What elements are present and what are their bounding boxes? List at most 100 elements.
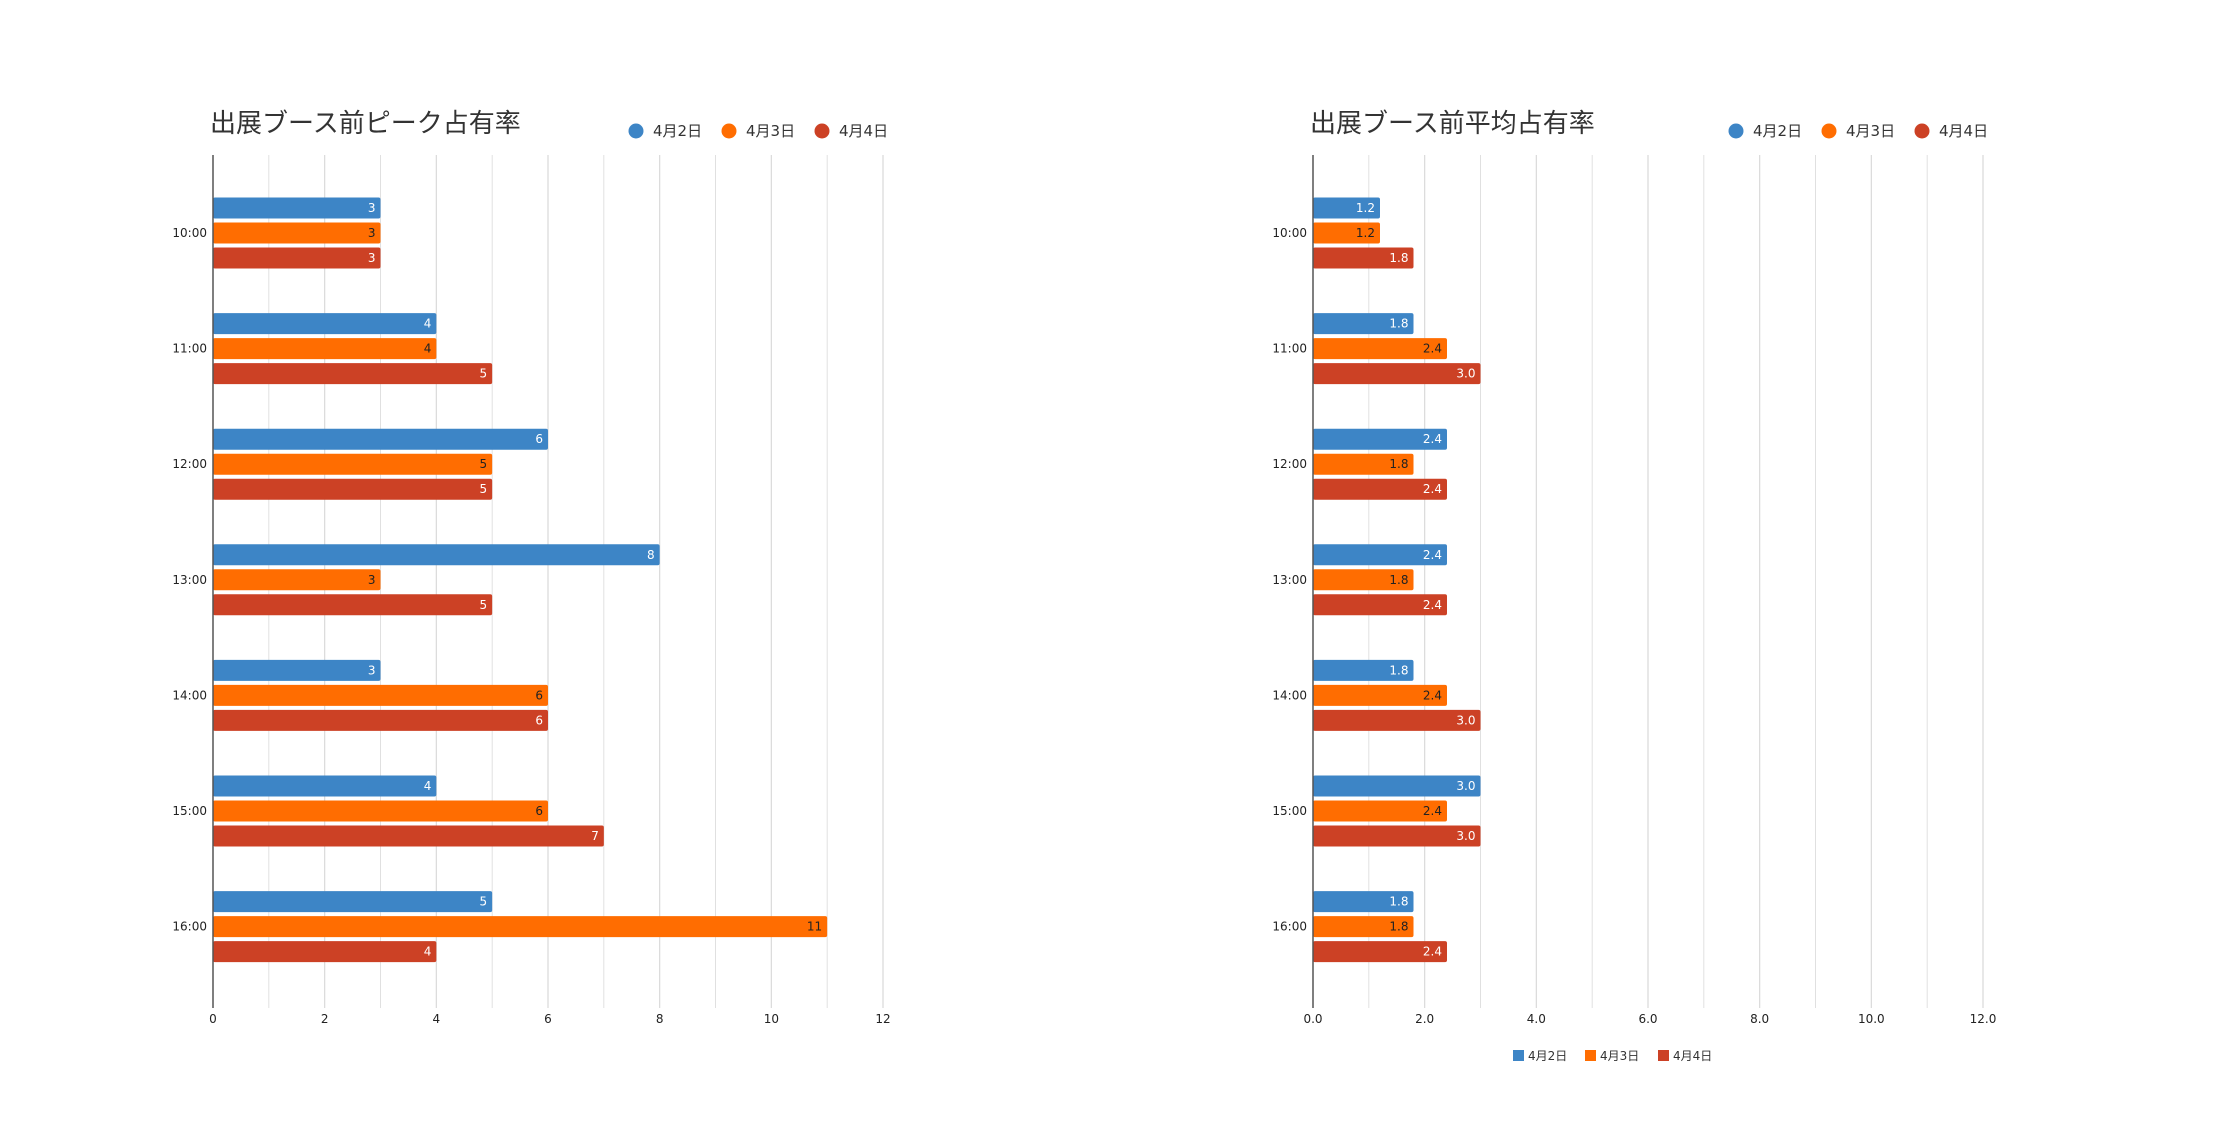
avg-category-label: 10:00 <box>1272 226 1307 240</box>
peak-data-label: 7 <box>591 829 599 843</box>
peak-x-tick-label: 10 <box>764 1012 779 1026</box>
peak-category-label: 16:00 <box>172 920 207 934</box>
avg-bars <box>1313 197 1481 963</box>
avg-bar <box>1313 825 1481 847</box>
peak-data-label: 4 <box>424 317 432 331</box>
peak-occupancy-chart: 出展ブース前ピーク占有率 4月2日 4月3日 4月4日 3 3 3 4 4 5 6 5 5 8 3 5 3 6 6 4… <box>0 0 1100 1143</box>
avg-bottom-legend-label: 4月4日 <box>1673 1049 1712 1063</box>
avg-data-label: 1.8 <box>1389 920 1408 934</box>
avg-x-tick-label: 6.0 <box>1638 1012 1657 1026</box>
avg-bar <box>1313 775 1481 797</box>
peak-legend-marker <box>628 123 644 139</box>
peak-data-labels: 3 3 3 4 4 5 6 5 5 8 3 5 3 6 6 4 6 7 5 11 4 <box>368 201 822 959</box>
peak-category-label: 12:00 <box>172 457 207 471</box>
avg-bottom-legend-label: 4月3日 <box>1600 1049 1639 1063</box>
peak-bar <box>213 453 493 475</box>
avg-legend-label: 4月2日 <box>1753 122 1802 140</box>
peak-occupancy-chart-svg: 出展ブース前ピーク占有率 4月2日 4月3日 4月4日 3 3 3 4 4 5 6 5 5 8 3 5 3 6 6 4… <box>172 109 890 1026</box>
avg-x-tick-label: 8.0 <box>1750 1012 1769 1026</box>
avg-data-label: 2.4 <box>1423 598 1442 612</box>
peak-bar <box>213 594 493 616</box>
peak-data-label: 4 <box>424 945 432 959</box>
avg-data-label: 1.8 <box>1389 317 1408 331</box>
peak-bar <box>213 941 437 963</box>
peak-category-label: 11:00 <box>172 342 207 356</box>
peak-bar <box>213 313 437 335</box>
peak-data-label: 3 <box>368 251 376 265</box>
avg-legend: 4月2日 4月3日 4月4日 <box>1728 122 1988 140</box>
avg-legend-marker <box>1821 123 1837 139</box>
avg-legend-marker <box>1728 123 1744 139</box>
avg-bar <box>1313 453 1414 475</box>
avg-bar <box>1313 594 1447 616</box>
avg-x-tick-label: 2.0 <box>1415 1012 1434 1026</box>
avg-category-label: 14:00 <box>1272 688 1307 702</box>
avg-bottom-legend: 4月2日 4月3日 4月4日 <box>1513 1049 1712 1063</box>
avg-data-label: 1.8 <box>1389 573 1408 587</box>
peak-data-label: 8 <box>647 548 655 562</box>
avg-chart-title: 出展ブース前平均占有率 <box>1310 109 1595 139</box>
peak-data-label: 3 <box>368 201 376 215</box>
peak-legend-label: 4月3日 <box>746 122 795 140</box>
peak-legend-label: 4月2日 <box>653 122 702 140</box>
avg-data-label: 3.0 <box>1456 829 1475 843</box>
avg-data-label: 2.4 <box>1423 688 1442 702</box>
avg-data-label: 1.2 <box>1356 226 1375 240</box>
avg-bar <box>1313 659 1414 681</box>
avg-bar <box>1313 222 1380 244</box>
peak-bar <box>213 800 548 822</box>
avg-category-label: 16:00 <box>1272 920 1307 934</box>
avg-data-label: 1.8 <box>1389 457 1408 471</box>
avg-bar <box>1313 363 1481 385</box>
peak-bar <box>213 247 381 269</box>
peak-data-label: 5 <box>480 482 488 496</box>
avg-data-label: 1.8 <box>1389 251 1408 265</box>
peak-chart-title: 出展ブース前ピーク占有率 <box>210 109 521 139</box>
peak-bars <box>213 197 828 963</box>
avg-category-label: 13:00 <box>1272 573 1307 587</box>
peak-bar <box>213 709 548 731</box>
peak-x-tick-label: 6 <box>544 1012 552 1026</box>
peak-x-tick-label: 12 <box>875 1012 890 1026</box>
peak-data-label: 5 <box>480 457 488 471</box>
avg-gridlines <box>1368 155 1984 1008</box>
peak-data-label: 6 <box>535 432 543 446</box>
avg-legend-label: 4月4日 <box>1939 122 1988 140</box>
peak-data-label: 6 <box>535 713 543 727</box>
peak-bar <box>213 478 493 500</box>
peak-data-label: 6 <box>535 688 543 702</box>
avg-category-label: 11:00 <box>1272 342 1307 356</box>
avg-legend-label: 4月3日 <box>1846 122 1895 140</box>
peak-data-label: 5 <box>480 367 488 381</box>
avg-x-tick-label: 10.0 <box>1858 1012 1885 1026</box>
peak-data-label: 4 <box>424 779 432 793</box>
avg-data-label: 1.8 <box>1389 895 1408 909</box>
avg-bottom-legend-marker <box>1513 1050 1524 1061</box>
peak-bar <box>213 197 381 219</box>
avg-category-label: 12:00 <box>1272 457 1307 471</box>
avg-data-labels: 1.2 1.2 1.8 1.8 2.4 3.0 2.4 1.8 2.4 2.4 1.8 2.4 1.8 2… <box>1356 201 1476 959</box>
avg-bar <box>1313 569 1414 591</box>
avg-data-label: 2.4 <box>1423 804 1442 818</box>
avg-data-label: 1.2 <box>1356 201 1375 215</box>
peak-bar <box>213 569 381 591</box>
peak-legend: 4月2日 4月3日 4月4日 <box>628 122 888 140</box>
avg-data-label: 2.4 <box>1423 432 1442 446</box>
peak-data-label: 4 <box>424 342 432 356</box>
avg-x-tick-label: 0.0 <box>1303 1012 1322 1026</box>
peak-data-label: 5 <box>480 598 488 612</box>
avg-data-label: 3.0 <box>1456 367 1475 381</box>
peak-bar <box>213 775 437 797</box>
peak-category-label: 13:00 <box>172 573 207 587</box>
avg-bottom-legend-marker <box>1585 1050 1596 1061</box>
avg-bar <box>1313 684 1447 706</box>
peak-bar <box>213 428 548 450</box>
peak-bar <box>213 916 828 938</box>
peak-category-label: 10:00 <box>172 226 207 240</box>
avg-bottom-legend-label: 4月2日 <box>1528 1049 1567 1063</box>
peak-x-tick-label: 4 <box>433 1012 441 1026</box>
avg-bar <box>1313 313 1414 335</box>
avg-bar <box>1313 941 1447 963</box>
avg-bar <box>1313 197 1380 219</box>
avg-data-label: 3.0 <box>1456 713 1475 727</box>
